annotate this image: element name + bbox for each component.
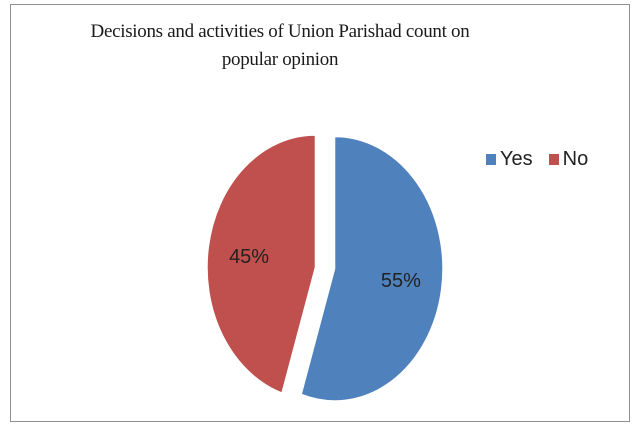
legend-swatch-yes [486, 154, 496, 165]
pie-slice-yes [300, 136, 444, 402]
legend-item-no: No [548, 148, 589, 171]
legend-label-yes: Yes [500, 148, 533, 170]
legend-label-no: No [562, 148, 589, 170]
legend: Yes No [486, 148, 588, 171]
legend-swatch-no [548, 154, 559, 165]
data-label-yes: 55% [381, 270, 421, 292]
legend-item-yes: Yes [486, 148, 533, 171]
pie-slice-no [206, 134, 316, 394]
chart-title: Decisions and activities of Union Parish… [90, 21, 470, 70]
data-label-no: 45% [229, 246, 269, 268]
